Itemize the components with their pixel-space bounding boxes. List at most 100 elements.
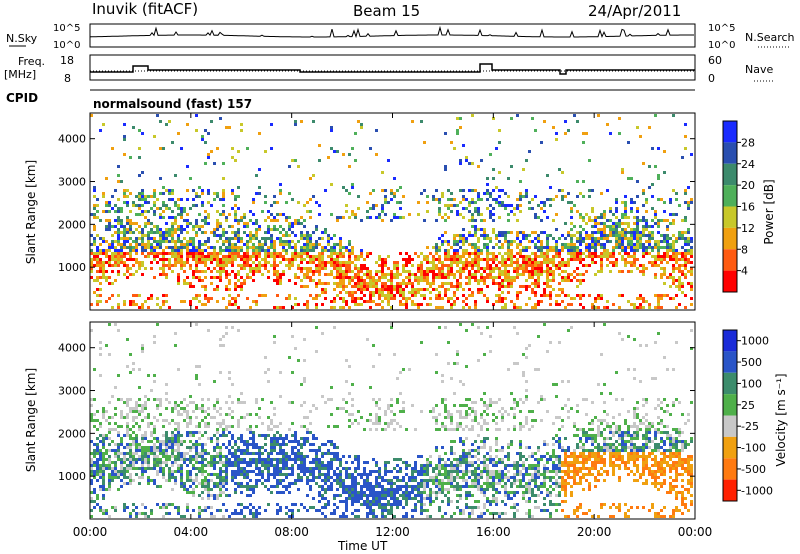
heatmap-cell bbox=[267, 246, 270, 249]
heatmap-cell bbox=[306, 249, 309, 252]
heatmap-cell bbox=[144, 437, 147, 440]
heatmap-cell bbox=[555, 228, 558, 231]
heatmap-cell bbox=[501, 234, 504, 237]
heatmap-cell bbox=[168, 437, 171, 440]
heatmap-cell bbox=[687, 237, 690, 240]
heatmap-cell bbox=[456, 288, 459, 291]
heatmap-cell bbox=[150, 449, 153, 452]
heatmap-cell bbox=[399, 291, 402, 294]
heatmap-cell bbox=[126, 276, 129, 279]
heatmap-cell bbox=[285, 240, 288, 243]
heatmap-cell bbox=[345, 401, 348, 404]
heatmap-cell bbox=[204, 240, 207, 243]
heatmap-cell bbox=[468, 261, 471, 264]
heatmap-cell bbox=[330, 485, 333, 488]
heatmap-cell bbox=[372, 294, 375, 297]
heatmap-cell bbox=[654, 216, 657, 219]
heatmap-cell bbox=[498, 204, 501, 207]
heatmap-cell bbox=[546, 255, 549, 258]
heatmap-cell bbox=[468, 306, 471, 309]
heatmap-cell bbox=[672, 264, 675, 267]
heatmap-cell bbox=[243, 515, 246, 518]
heatmap-cell bbox=[303, 377, 306, 380]
heatmap-cell bbox=[321, 497, 324, 500]
heatmap-cell bbox=[261, 246, 264, 249]
heatmap-cell bbox=[309, 276, 312, 279]
heatmap-cell bbox=[384, 201, 387, 204]
heatmap-cell bbox=[483, 279, 486, 282]
heatmap-cell bbox=[249, 270, 252, 273]
heatmap-cell bbox=[483, 192, 486, 195]
heatmap-cell bbox=[120, 237, 123, 240]
heatmap-cell bbox=[585, 270, 588, 273]
heatmap-cell bbox=[228, 126, 231, 129]
heatmap-cell bbox=[513, 213, 516, 216]
heatmap-cell bbox=[129, 371, 132, 374]
heatmap-cell bbox=[672, 189, 675, 192]
heatmap-cell bbox=[297, 276, 300, 279]
heatmap-cell bbox=[546, 174, 549, 177]
heatmap-cell bbox=[129, 222, 132, 225]
heatmap-cell bbox=[102, 267, 105, 270]
heatmap-cell bbox=[138, 198, 141, 201]
heatmap-cell bbox=[162, 237, 165, 240]
heatmap-cell bbox=[192, 204, 195, 207]
heatmap-cell bbox=[129, 461, 132, 464]
heatmap-cell bbox=[135, 252, 138, 255]
heatmap-cell bbox=[279, 473, 282, 476]
heatmap-cell bbox=[147, 455, 150, 458]
heatmap-cell bbox=[156, 114, 159, 117]
heatmap-cell bbox=[144, 300, 147, 303]
heatmap-cell bbox=[207, 413, 210, 416]
heatmap-cell bbox=[123, 252, 126, 255]
heatmap-cell bbox=[132, 443, 135, 446]
heatmap-cell bbox=[270, 449, 273, 452]
colorbar-tick-label: 16 bbox=[741, 201, 755, 214]
heatmap-cell bbox=[213, 467, 216, 470]
heatmap-cell bbox=[666, 243, 669, 246]
heatmap-cell bbox=[321, 452, 324, 455]
heatmap-cell bbox=[276, 425, 279, 428]
heatmap-cell bbox=[135, 443, 138, 446]
heatmap-cell bbox=[324, 482, 327, 485]
heatmap-cell bbox=[315, 282, 318, 285]
heatmap-cell bbox=[312, 243, 315, 246]
heatmap-cell bbox=[192, 431, 195, 434]
heatmap-cell bbox=[252, 252, 255, 255]
heatmap-cell bbox=[504, 204, 507, 207]
heatmap-cell bbox=[312, 443, 315, 446]
heatmap-cell bbox=[108, 201, 111, 204]
heatmap-cell bbox=[183, 282, 186, 285]
heatmap-cell bbox=[168, 240, 171, 243]
heatmap-cell bbox=[231, 270, 234, 273]
heatmap-cell bbox=[213, 494, 216, 497]
heatmap-cell bbox=[333, 276, 336, 279]
heatmap-cell bbox=[354, 419, 357, 422]
heatmap-cell bbox=[276, 458, 279, 461]
heatmap-cell bbox=[657, 306, 660, 309]
heatmap-cell bbox=[621, 228, 624, 231]
heatmap-cell bbox=[96, 258, 99, 261]
heatmap-cell bbox=[129, 237, 132, 240]
heatmap-cell bbox=[168, 401, 171, 404]
heatmap-cell bbox=[354, 479, 357, 482]
heatmap-cell bbox=[600, 231, 603, 234]
heatmap-cell bbox=[297, 267, 300, 270]
heatmap-cell bbox=[96, 497, 99, 500]
heatmap-cell bbox=[117, 264, 120, 267]
heatmap-cell bbox=[447, 207, 450, 210]
heatmap-cell bbox=[267, 416, 270, 419]
heatmap-cell bbox=[258, 168, 261, 171]
heatmap-cell bbox=[225, 264, 228, 267]
heatmap-cell bbox=[396, 267, 399, 270]
heatmap-cell bbox=[513, 279, 516, 282]
heatmap-cell bbox=[306, 270, 309, 273]
heatmap-cell bbox=[492, 246, 495, 249]
heatmap-cell bbox=[429, 261, 432, 264]
heatmap-cell bbox=[348, 392, 351, 395]
heatmap-cell bbox=[543, 270, 546, 273]
heatmap-cell bbox=[159, 470, 162, 473]
heatmap-cell bbox=[207, 213, 210, 216]
heatmap-cell bbox=[144, 416, 147, 419]
